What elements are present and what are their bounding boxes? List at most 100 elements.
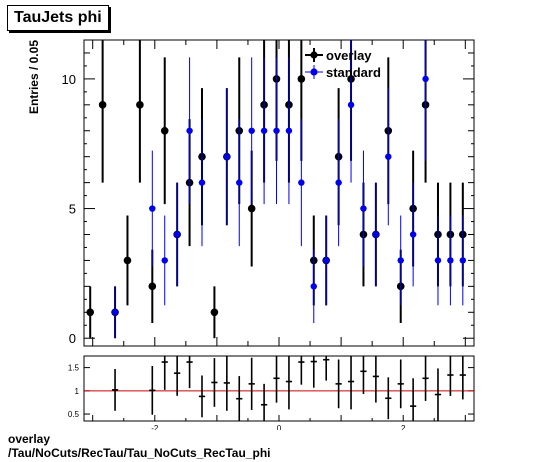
main-top-mask <box>83 0 475 40</box>
standard-marker <box>335 179 342 186</box>
ratio-point <box>248 357 255 410</box>
standard-point <box>173 182 181 287</box>
ratio-point <box>149 365 156 415</box>
standard-marker <box>198 179 206 186</box>
standard-marker <box>236 179 243 186</box>
ratio-point <box>397 359 404 409</box>
ratio-point <box>211 358 218 407</box>
main-axes-box <box>83 39 475 347</box>
overlay-point <box>86 286 95 339</box>
ratio-x-tick-label: 0 <box>277 424 282 430</box>
ratio-point <box>323 356 330 381</box>
standard-marker <box>223 153 231 160</box>
standard-point <box>248 57 255 205</box>
standard-marker <box>149 205 156 212</box>
overlay-marker <box>136 101 144 109</box>
standard-point <box>236 119 243 247</box>
standard-marker <box>409 231 417 238</box>
footer-label: overlay <box>8 432 51 446</box>
standard-point <box>285 57 293 205</box>
standard-point <box>372 182 380 287</box>
standard-point <box>385 88 392 226</box>
overlay-marker <box>210 308 219 317</box>
ratio-point <box>434 368 442 421</box>
main-y-tick-label: 10 <box>62 72 76 87</box>
main-y-axis-label: Entries / 0.05 <box>27 40 41 114</box>
standard-marker <box>298 179 305 186</box>
standard-marker <box>173 231 181 238</box>
ratio-point <box>273 356 280 403</box>
ratio-point <box>174 356 181 396</box>
ratio-point <box>385 377 392 420</box>
ratio-point <box>260 383 268 421</box>
ratio-x-tick-label: -2 <box>151 424 159 430</box>
ratio-point <box>422 356 429 401</box>
ratio-y-tick-label: 1.5 <box>68 364 80 373</box>
standard-point <box>322 215 330 306</box>
overlay-point <box>210 286 219 339</box>
standard-point <box>186 57 193 205</box>
standard-point <box>459 215 467 306</box>
standard-point <box>111 286 119 339</box>
standard-marker <box>322 257 330 264</box>
standard-marker <box>111 309 119 316</box>
ratio-axes-box <box>83 355 475 422</box>
overlay-marker <box>98 101 107 109</box>
standard-marker <box>459 257 467 264</box>
ratio-point <box>310 356 317 388</box>
ratio-point <box>298 356 305 385</box>
standard-point <box>347 27 355 183</box>
overlay-marker <box>297 75 306 83</box>
ratio-point <box>236 376 243 421</box>
legend-marker-dot <box>310 51 318 59</box>
plot-title: TauJets phi <box>7 5 109 31</box>
standard-marker <box>372 231 380 238</box>
overlay-marker <box>160 126 169 135</box>
standard-marker <box>310 283 317 290</box>
ratio-plot-frame: -2 0 2 0.5 1 1.5 <box>68 355 475 430</box>
main-y-tick-label: 0 <box>69 331 76 346</box>
ratio-point <box>161 356 168 390</box>
standard-point <box>335 119 342 247</box>
footer-path: /Tau/NoCuts/RecTau/Tau_NoCuts_RecTau_phi <box>8 446 271 460</box>
standard-marker <box>447 257 454 264</box>
standard-point <box>447 215 454 306</box>
main-plot-frame: 0 5 10 Entries / 0.05 <box>27 39 475 347</box>
ratio-point <box>360 356 367 394</box>
standard-point <box>397 215 404 306</box>
ratio-point <box>223 356 230 411</box>
standard-point <box>409 182 417 287</box>
standard-marker <box>273 127 280 134</box>
standard-marker <box>161 257 168 264</box>
ratio-point <box>186 356 193 389</box>
ratio-point <box>198 375 206 418</box>
ratio-point <box>347 356 355 410</box>
overlay-point <box>123 215 132 306</box>
legend-entry-overlay: overlay <box>326 48 372 63</box>
legend-marker-dot <box>310 68 318 76</box>
standard-marker <box>397 257 404 264</box>
standard-point <box>223 88 231 226</box>
ratio-point <box>447 356 454 396</box>
overlay-marker <box>148 282 157 291</box>
standard-marker <box>385 153 392 160</box>
standard-marker <box>422 75 429 83</box>
standard-marker <box>285 127 293 134</box>
overlay-marker <box>86 308 95 317</box>
overlay-marker <box>247 204 256 213</box>
overlay-marker <box>123 256 132 265</box>
main-plot-marks <box>83 0 475 339</box>
ratio-point <box>372 356 379 403</box>
standard-point <box>298 119 305 247</box>
standard-point <box>273 57 280 205</box>
standard-point <box>260 57 268 205</box>
main-y-tick-label: 5 <box>69 202 76 217</box>
standard-marker <box>434 257 442 264</box>
ratio-point <box>335 359 342 409</box>
ratio-point <box>410 378 417 421</box>
chart-svg: 0 5 10 Entries / 0.05 -2 0 2 0.5 1 1.5 overlay st… <box>27 0 475 430</box>
standard-point <box>360 150 367 267</box>
standard-marker <box>347 101 355 109</box>
ratio-plot-marks <box>111 356 466 421</box>
overlay-point <box>136 27 144 183</box>
